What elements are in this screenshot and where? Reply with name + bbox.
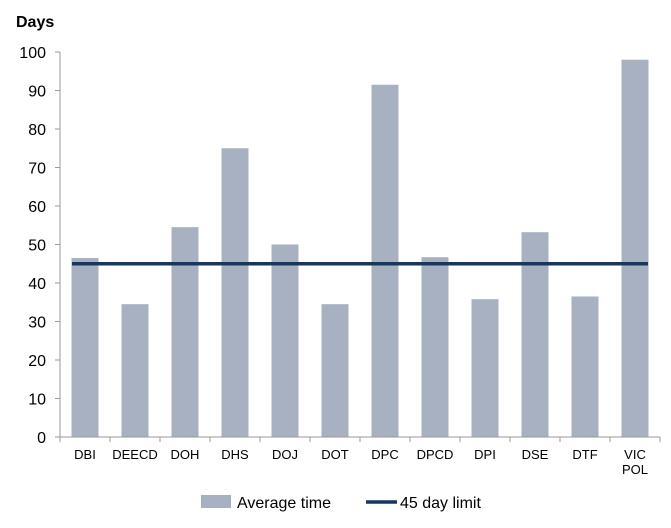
bar-dpcd [421, 257, 449, 437]
bar-dpc [371, 84, 399, 437]
bar-doj [271, 244, 299, 437]
y-ticks: 0 10 20 30 40 50 60 70 80 90 100 [19, 45, 60, 447]
bar-dtf [571, 296, 599, 437]
y-tick-label: 60 [28, 199, 46, 216]
y-axis-title: Days [16, 14, 54, 31]
y-tick-label: 30 [28, 315, 46, 332]
x-tick-label: DTF [572, 447, 597, 462]
legend-swatch-average-time [201, 495, 231, 508]
x-tick-label: VIC POL [622, 447, 648, 477]
y-tick-label: 100 [19, 45, 46, 62]
y-tick-label: 80 [28, 122, 46, 139]
y-tick-label: 40 [28, 276, 46, 293]
bars [71, 59, 649, 437]
legend-label-45-day-limit: 45 day limit [400, 495, 481, 512]
x-tick-label: DEECD [112, 447, 158, 462]
y-tick-label: 0 [37, 430, 46, 447]
x-tick-label: DBI [74, 447, 96, 462]
x-tick-label: DHS [221, 447, 249, 462]
y-tick-label: 50 [28, 238, 46, 255]
bar-dbi [71, 257, 99, 437]
y-tick-label: 10 [28, 392, 46, 409]
y-tick-label: 90 [28, 84, 46, 101]
y-tick-label: 20 [28, 353, 46, 370]
x-tick-label: DSE [522, 447, 549, 462]
x-labels: DBI DEECD DOH DHS DOJ DOT DPC DPCD DPI DSE DTF VIC P… [74, 447, 648, 477]
x-tick-label: DOJ [272, 447, 298, 462]
x-ticks [59, 437, 661, 442]
bar-dhs [221, 148, 249, 437]
bar-deecd [121, 304, 149, 437]
legend: Average time 45 day limit [201, 495, 481, 512]
bar-dse [521, 232, 549, 437]
x-tick-label: DPI [474, 447, 496, 462]
x-tick-label: DOT [321, 447, 349, 462]
bar-dot [321, 304, 349, 437]
y-tick-label: 70 [28, 161, 46, 178]
legend-label-average-time: Average time [237, 495, 331, 512]
bar-dpi [471, 299, 499, 437]
x-tick-label: DOH [171, 447, 200, 462]
bar-doh [171, 227, 199, 437]
bar-vic-pol [621, 59, 649, 437]
x-tick-label: DPCD [417, 447, 454, 462]
x-tick-label: DPC [371, 447, 398, 462]
